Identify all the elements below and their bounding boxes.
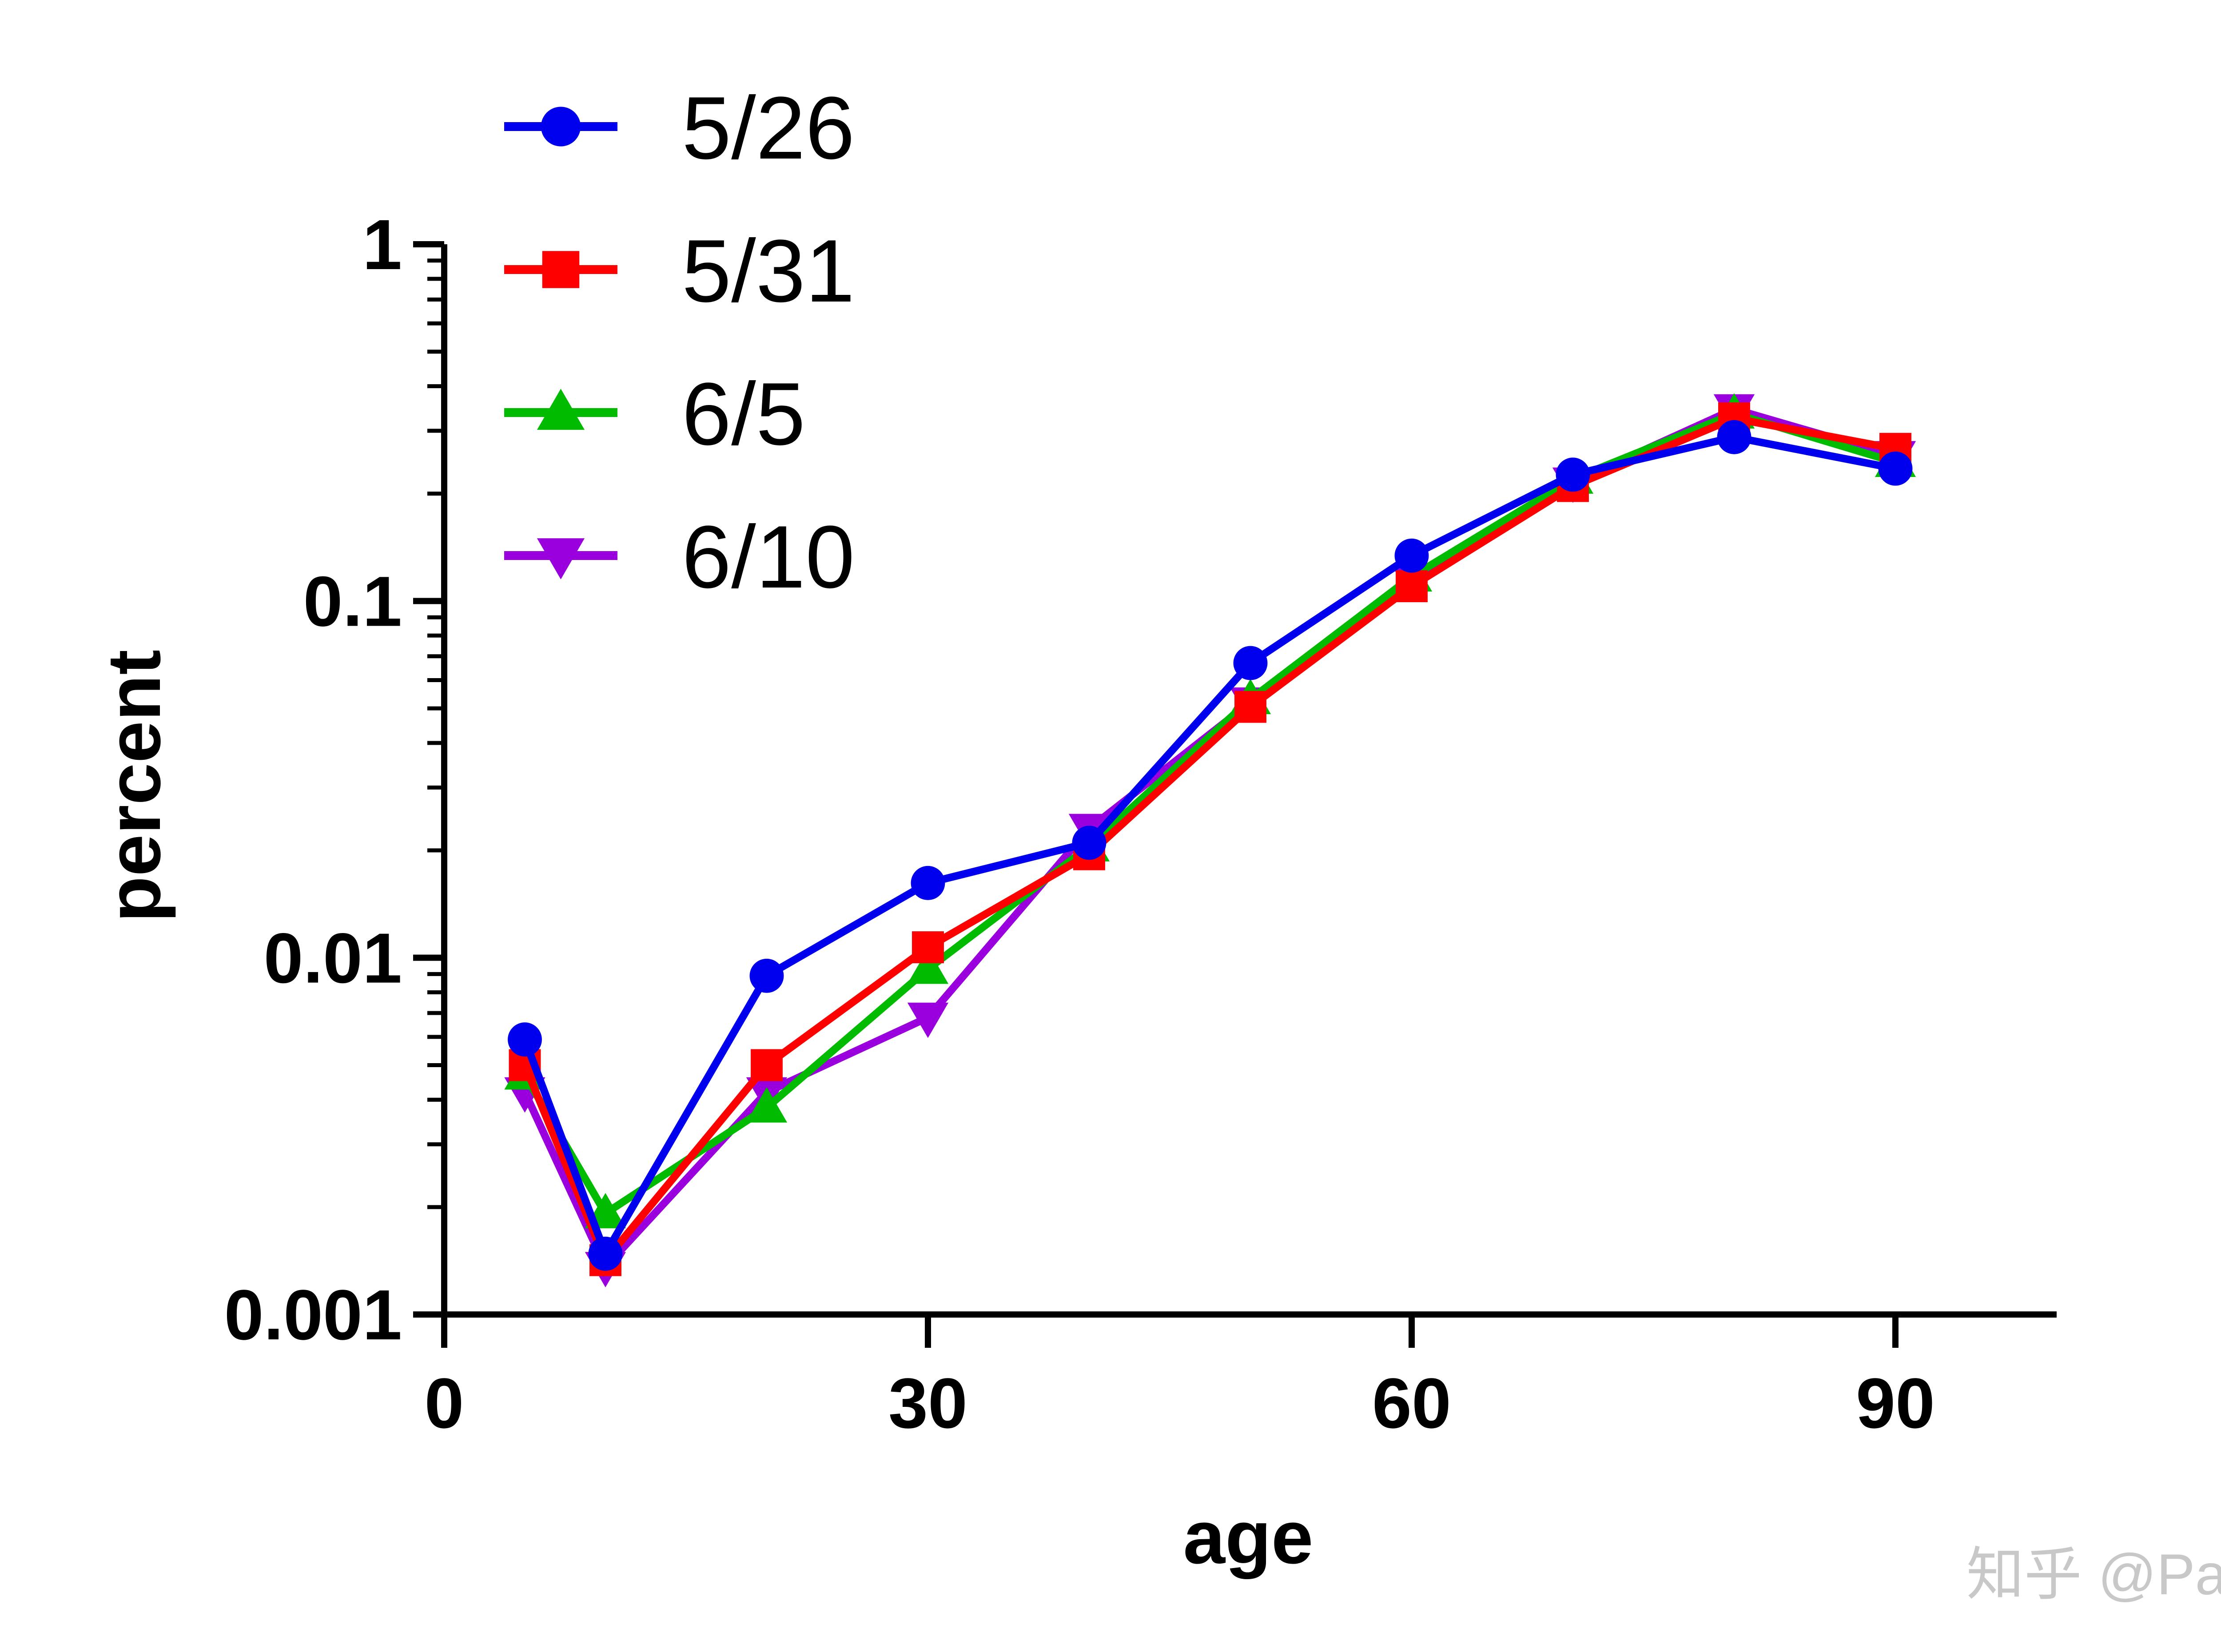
data-point: [749, 958, 784, 993]
y-axis: 0.001 0.01 0.1 1: [224, 205, 447, 1354]
x-tick-label: 0: [425, 1363, 464, 1443]
y-tick-label: 0.1: [303, 561, 402, 641]
x-tick-label: 30: [888, 1363, 967, 1443]
legend-label: 6/5: [682, 365, 805, 464]
data-point: [1396, 570, 1428, 603]
series-5-26: [508, 420, 1913, 1271]
x-tick-label: 60: [1372, 1363, 1451, 1443]
series-line: [521, 433, 1896, 1258]
legend-item: 5/31: [504, 222, 855, 321]
y-tick-label: 1: [362, 205, 402, 284]
legend-swatch-marker: [542, 251, 580, 288]
data-point: [912, 931, 944, 964]
x-axis: 0 30 60 90: [425, 1311, 2057, 1443]
data-point: [1072, 826, 1107, 860]
watermark: 知乎 @Pat: [1966, 1542, 2221, 1607]
legend-item: 6/5: [504, 365, 805, 464]
y-axis-title: percent: [92, 650, 176, 922]
legend-label: 5/31: [682, 222, 855, 321]
series-layer: [504, 393, 1916, 1287]
legend-swatch-marker: [541, 107, 581, 147]
data-point: [746, 1087, 788, 1123]
data-point: [1233, 646, 1268, 680]
y-tick-label: 0.01: [264, 918, 402, 998]
data-point: [1556, 457, 1590, 492]
x-tick-label: 90: [1856, 1363, 1935, 1443]
data-point: [1717, 420, 1751, 454]
data-point: [508, 1022, 542, 1057]
data-point: [911, 866, 945, 900]
legend-item: 6/10: [504, 508, 855, 607]
x-axis-title: age: [1183, 1495, 1313, 1580]
legend-label: 5/26: [682, 79, 855, 178]
legend-swatch-marker: [537, 389, 585, 430]
data-point: [1234, 691, 1266, 723]
data-point: [1878, 451, 1913, 486]
y-tick-label: 0.001: [224, 1275, 402, 1354]
data-point: [907, 948, 949, 984]
data-point: [907, 1002, 949, 1038]
legend-label: 6/10: [682, 508, 855, 607]
legend-swatch-marker: [537, 538, 585, 580]
legend: 5/26 5/31 6/5 6/10: [504, 79, 855, 607]
data-point: [751, 1049, 783, 1081]
data-point: [1394, 538, 1429, 573]
data-point: [588, 1236, 623, 1271]
legend-item: 5/26: [504, 79, 855, 178]
